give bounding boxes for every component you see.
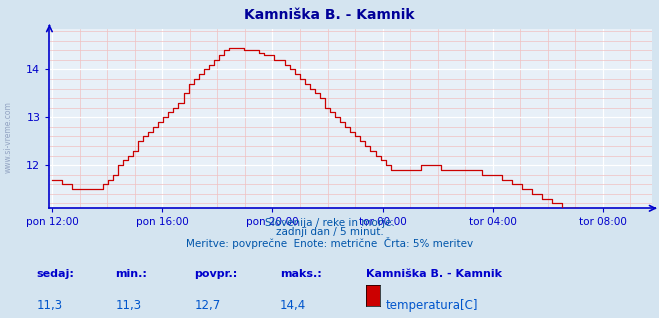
Text: min.:: min.: (115, 269, 147, 279)
Text: www.si-vreme.com: www.si-vreme.com (3, 101, 13, 173)
Text: 11,3: 11,3 (115, 299, 142, 312)
Text: 14,4: 14,4 (280, 299, 306, 312)
Text: Kamniška B. - Kamnik: Kamniška B. - Kamnik (366, 269, 501, 279)
Text: zadnji dan / 5 minut.: zadnji dan / 5 minut. (275, 227, 384, 237)
Text: Slovenija / reke in morje.: Slovenija / reke in morje. (264, 218, 395, 228)
Text: sedaj:: sedaj: (36, 269, 74, 279)
Text: maks.:: maks.: (280, 269, 322, 279)
Text: povpr.:: povpr.: (194, 269, 238, 279)
Text: 11,3: 11,3 (36, 299, 63, 312)
Text: temperatura[C]: temperatura[C] (386, 299, 478, 312)
Text: 12,7: 12,7 (194, 299, 221, 312)
Text: Meritve: povprečne  Enote: metrične  Črta: 5% meritev: Meritve: povprečne Enote: metrične Črta:… (186, 237, 473, 249)
Text: Kamniška B. - Kamnik: Kamniška B. - Kamnik (244, 8, 415, 22)
